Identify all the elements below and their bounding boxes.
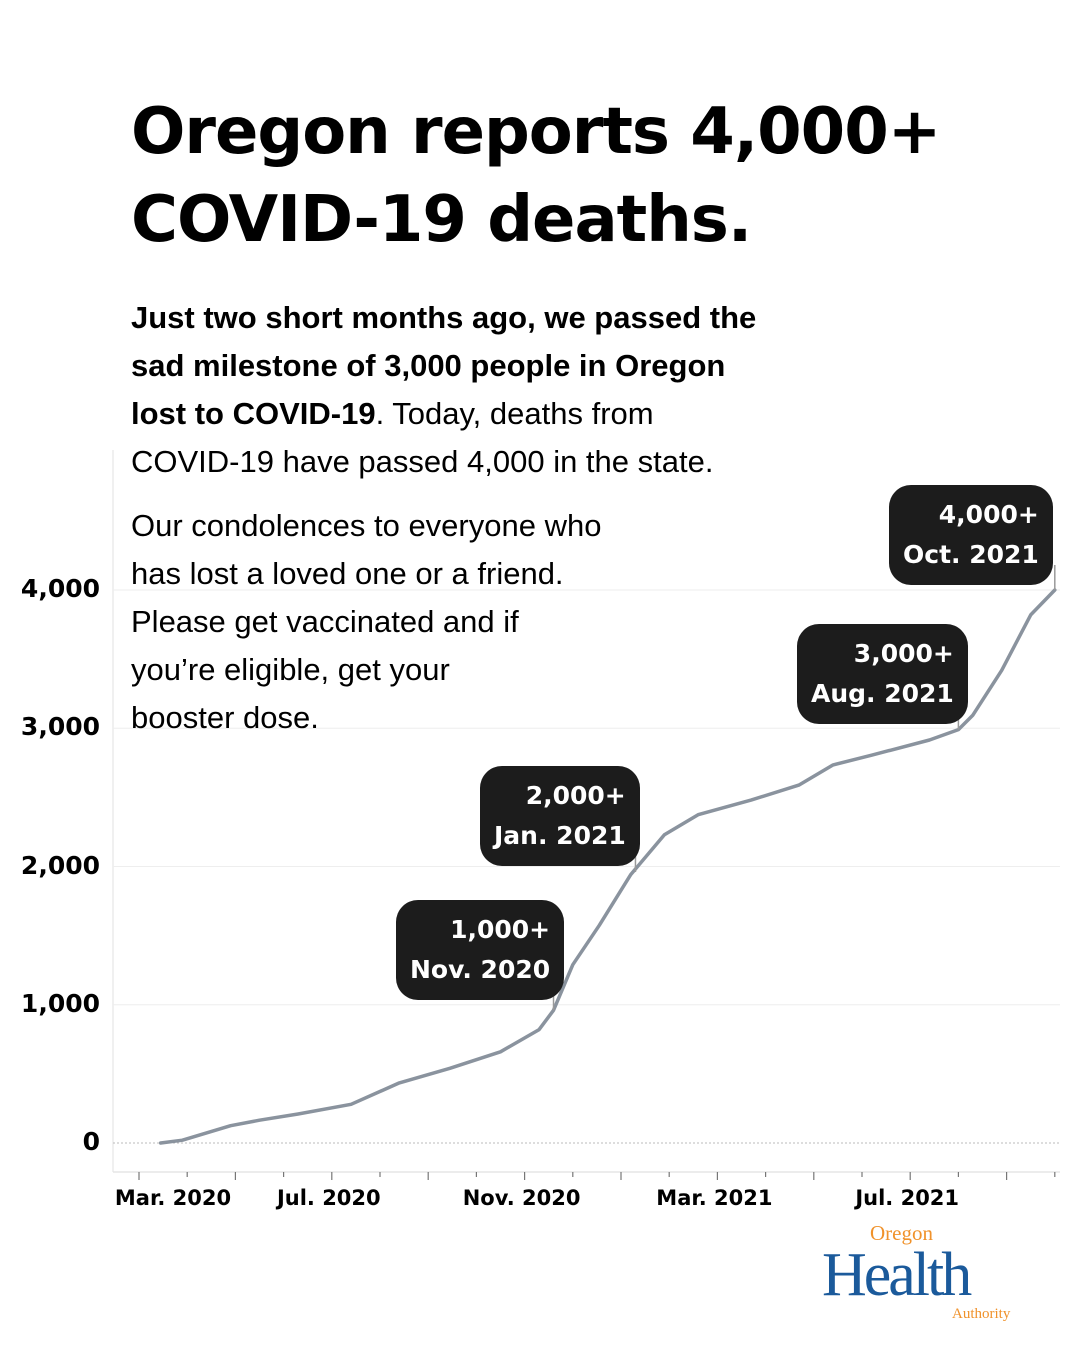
text: . Today, deaths from — [375, 396, 654, 431]
text: Our condolences to everyone who — [131, 508, 602, 543]
text: booster dose. — [131, 700, 319, 735]
paragraph-line: lost to COVID-19. Today, deaths from — [131, 390, 756, 438]
paragraph-line: COVID-19 have passed 4,000 in the state. — [131, 438, 756, 486]
milestone-callout: 4,000+ Oct. 2021 — [889, 485, 1053, 585]
x-tick-label: Jul. 2021 — [855, 1186, 960, 1210]
x-tick-label: Mar. 2021 — [656, 1186, 773, 1210]
bold-text: lost to COVID-19 — [131, 396, 376, 431]
paragraph-line: has lost a loved one or a friend. — [131, 550, 601, 598]
intro-paragraph: Just two short months ago, we passed the… — [131, 294, 756, 486]
oregon-health-authority-logo: Oregon Health Authority — [822, 1222, 1032, 1323]
logo-main: Health — [822, 1241, 972, 1309]
milestone-callout: 2,000+ Jan. 2021 — [480, 766, 640, 866]
y-tick-label: 2,000 — [20, 850, 100, 880]
paragraph-line: sad milestone of 3,000 people in Oregon — [131, 342, 756, 390]
milestone-callout: 1,000+ Nov. 2020 — [396, 900, 565, 1000]
milestone-value: 2,000+ — [525, 781, 626, 810]
logo-bottom: Authority — [952, 1306, 1011, 1322]
paragraph-line: Please get vaccinated and if — [131, 598, 601, 646]
text: has lost a loved one or a friend. — [131, 556, 564, 591]
page-title: Oregon reports 4,000+ COVID-19 deaths. — [131, 88, 941, 264]
title-line: Oregon reports 4,000+ — [131, 95, 941, 169]
milestone-date: Aug. 2021 — [811, 679, 954, 708]
paragraph-line: you’re eligible, get your — [131, 646, 601, 694]
y-tick-label: 3,000 — [20, 712, 100, 742]
deaths-line — [158, 588, 1057, 1145]
logo-top: Oregon — [870, 1221, 933, 1245]
milestone-callout: 3,000+ Aug. 2021 — [797, 624, 968, 724]
milestone-date: Nov. 2020 — [410, 955, 551, 984]
milestone-date: Jan. 2021 — [494, 821, 626, 850]
milestone-value: 3,000+ — [853, 639, 954, 668]
y-tick-label: 1,000 — [20, 988, 100, 1018]
x-tick-label: Mar. 2020 — [114, 1186, 232, 1210]
y-tick-label: 0 — [82, 1127, 100, 1156]
bold-text: sad milestone of 3,000 people in Oregon — [131, 348, 726, 383]
paragraph-line: Our condolences to everyone who — [131, 502, 601, 550]
paragraph-line: Just two short months ago, we passed the — [131, 294, 756, 342]
milestone-value: 1,000+ — [450, 915, 551, 944]
condolences-paragraph: Our condolences to everyone who has lost … — [131, 502, 601, 742]
text: COVID-19 have passed 4,000 in the state. — [131, 444, 714, 479]
milestone-value: 4,000+ — [938, 500, 1039, 529]
y-tick-label: 4,000 — [20, 574, 100, 603]
title-line: COVID-19 deaths. — [131, 183, 752, 257]
text: Please get vaccinated and if — [131, 604, 519, 639]
paragraph-line: booster dose. — [131, 694, 601, 742]
text: you’re eligible, get your — [131, 652, 450, 687]
x-tick-label: Nov. 2020 — [462, 1186, 581, 1210]
x-tick-label: Jul. 2020 — [276, 1186, 381, 1210]
bold-text: Just two short months ago, we passed the — [131, 300, 757, 335]
milestone-date: Oct. 2021 — [903, 540, 1039, 569]
